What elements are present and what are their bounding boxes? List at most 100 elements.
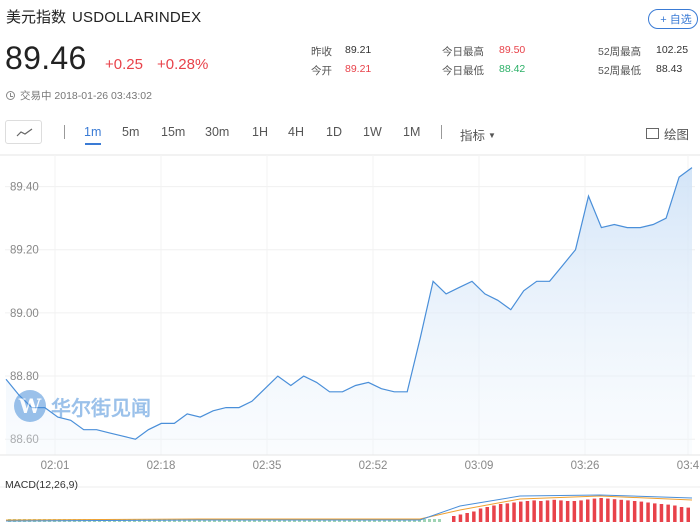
macd-bar-red: [545, 500, 550, 522]
x-tick-label: 03:26: [571, 460, 600, 472]
macd-bar-green: [433, 519, 436, 522]
macd-bar-red: [452, 516, 456, 522]
x-tick-label: 02:52: [359, 460, 388, 472]
macd-bar-red: [612, 499, 617, 522]
y-tick-label: 89.40: [10, 182, 39, 194]
watermark-logo: W 华尔街见闻: [14, 390, 151, 422]
stat-52w-high-value: 102.25: [656, 44, 689, 56]
macd-bar-red: [586, 499, 590, 522]
watermark-text: 华尔街见闻: [51, 395, 151, 420]
stat-52w-low-label: 52周最低: [598, 65, 642, 77]
macd-bar-red: [519, 501, 523, 522]
x-tick-label: 03:09: [465, 460, 494, 472]
macd-bar-red: [485, 507, 489, 522]
macd-bar-green: [423, 519, 426, 522]
y-tick-label: 89.20: [10, 245, 39, 257]
draw-button[interactable]: 绘图: [646, 124, 689, 143]
x-tick-label: 03:4: [677, 460, 700, 472]
trade-time: 交易中 2018-01-26 03:43:02: [20, 90, 152, 102]
stat-open-label: 今开: [311, 65, 332, 77]
macd-bar-red: [559, 500, 563, 522]
tab-1m[interactable]: 1m: [84, 125, 102, 139]
dropdown-caret-icon: ▼: [488, 131, 496, 140]
macd-bar-green: [428, 519, 431, 522]
price-change-percent: +0.28%: [157, 56, 209, 73]
macd-bar-green: [438, 519, 441, 522]
indicator-label: 指标: [460, 129, 486, 143]
macd-bar-red: [458, 514, 463, 522]
stat-prev-close-value: 89.21: [345, 44, 372, 56]
tab-5m[interactable]: 5m: [122, 125, 140, 139]
x-tick-label: 02:18: [147, 460, 176, 472]
chart-type-button[interactable]: [5, 120, 42, 144]
macd-bar-red: [686, 507, 690, 522]
y-tick-label: 89.00: [10, 308, 39, 320]
macd-bar-red: [472, 511, 476, 522]
active-tab-indicator: [85, 143, 101, 145]
stat-day-low-label: 今日最低: [442, 65, 484, 77]
macd-bar-red: [565, 501, 570, 522]
macd-bar-red: [465, 513, 469, 522]
tab-4h[interactable]: 4H: [288, 125, 304, 139]
toolbar-divider: [441, 125, 442, 139]
macd-bar-red: [626, 500, 630, 522]
macd-bar-red: [579, 500, 583, 522]
macd-bar-red: [606, 498, 610, 522]
stat-day-high-label: 今日最高: [442, 46, 484, 58]
watermark-mark: W: [14, 390, 46, 422]
tab-30m[interactable]: 30m: [205, 125, 230, 139]
macd-bar-red: [539, 501, 543, 522]
clock-icon: [6, 91, 15, 100]
stat-open-value: 89.21: [345, 63, 372, 75]
stat-day-low-value: 88.42: [499, 63, 526, 75]
macd-bar-red: [552, 499, 556, 522]
indicator-dropdown[interactable]: 指标 ▼: [460, 125, 496, 144]
price-change: +0.25: [105, 56, 143, 73]
macd-bar-red: [492, 505, 496, 522]
stat-prev-close-label: 昨收: [311, 46, 332, 58]
macd-bar-red: [505, 503, 510, 522]
macd-bar-red: [646, 502, 650, 522]
stat-52w-high-label: 52周最高: [598, 46, 642, 58]
tab-1mo[interactable]: 1M: [403, 125, 421, 139]
stat-52w-low-value: 88.43: [656, 63, 683, 75]
trade-status: 交易中 2018-01-26 03:43:02: [6, 88, 152, 103]
price-line: [5, 167, 693, 440]
toolbar-divider: [64, 125, 65, 139]
index-symbol: USDOLLARINDEX: [72, 9, 202, 26]
x-tick-label: 02:01: [41, 460, 70, 472]
macd-bar-red: [572, 501, 577, 522]
macd-bar-red: [525, 501, 530, 522]
tab-1w[interactable]: 1W: [363, 125, 382, 139]
price-area: [6, 167, 692, 455]
macd-signal-line: [5, 495, 693, 521]
tab-1h[interactable]: 1H: [252, 125, 268, 139]
title-line: 美元指数 USDOLLARINDEX: [6, 6, 201, 27]
tab-15m[interactable]: 15m: [161, 125, 186, 139]
add-watchlist-button[interactable]: + 自选: [648, 9, 698, 29]
index-name: 美元指数: [6, 9, 67, 26]
stat-day-high-value: 89.50: [499, 44, 526, 56]
draw-icon: [646, 128, 659, 139]
macd-bar-red: [679, 507, 684, 522]
macd-bar-red: [659, 504, 664, 522]
macd-bar-red: [673, 505, 677, 522]
draw-label: 绘图: [664, 128, 690, 142]
macd-bar-red: [512, 502, 516, 522]
x-tick-label: 02:35: [253, 460, 282, 472]
y-tick-label: 88.80: [10, 371, 39, 383]
macd-bar-red: [619, 499, 623, 522]
macd-bar-red: [599, 498, 603, 522]
macd-label: MACD(12,26,9): [5, 479, 78, 491]
macd-dif-line: [5, 494, 693, 522]
macd-bar-red: [666, 504, 670, 522]
tab-1d[interactable]: 1D: [326, 125, 342, 139]
chart-type-icon: [16, 128, 33, 137]
macd-bar-red: [639, 501, 644, 522]
macd-bar-red: [498, 504, 503, 522]
last-price: 89.46: [5, 40, 87, 76]
macd-bar-red: [632, 501, 637, 522]
macd-bar-red: [592, 498, 597, 522]
macd-bar-red: [532, 500, 536, 522]
